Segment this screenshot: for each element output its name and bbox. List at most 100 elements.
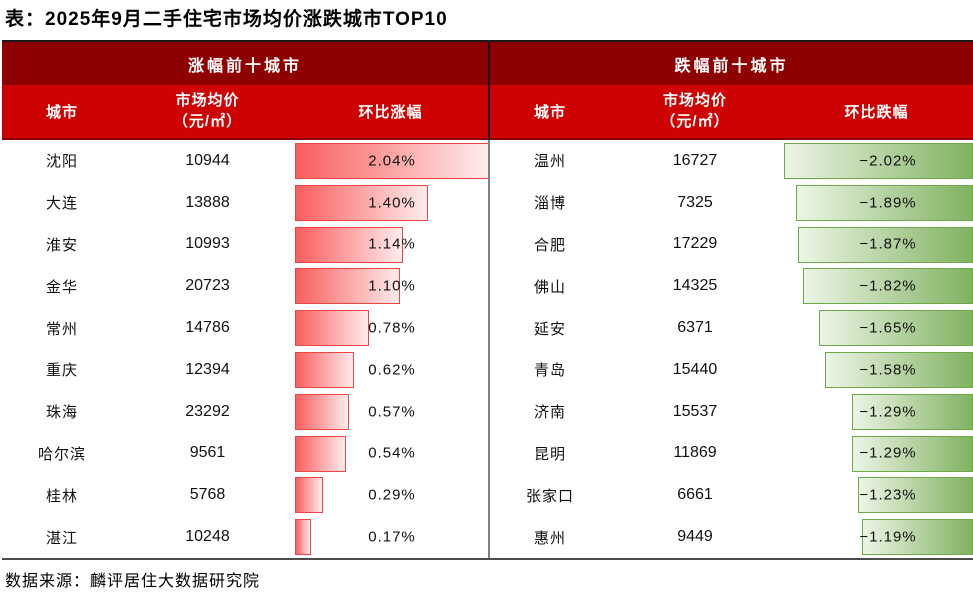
change-bar-cell: −1.82% [780,265,973,307]
price-value: 13888 [185,193,230,211]
city-name: 济南 [533,404,566,422]
change-bar [295,393,350,430]
change-bar [295,184,429,221]
column-header-city: 城市 [45,104,78,121]
city-name: 大连 [45,195,78,213]
price-value: 10248 [185,528,230,546]
change-bar [852,393,973,430]
table-bottom-border [2,558,973,560]
price-value: 9449 [677,528,713,546]
change-bar-cell: −1.89% [780,182,973,224]
header-underline [490,138,973,140]
city-name: 张家口 [525,487,574,505]
page-title: 表：2025年9月二手住宅市场均价涨跌城市TOP10 [5,9,448,30]
rise-rows: 沈阳 10944 2.04% 大连 13888 1.40% 淮安 10993 1.14% 金华 20… [2,140,489,558]
change-value: 0.78% [368,319,416,337]
change-bar [852,435,973,472]
change-bar-cell: 0.29% [293,474,488,516]
table-row: 金华 20723 1.10% [2,265,488,307]
price-value: 9561 [189,444,226,462]
change-bar [295,351,354,388]
table-row: 昆明 11869 −1.29% [490,433,973,475]
panel-divider [488,42,490,558]
price-value: 12394 [185,360,230,378]
table-row: 济南 15537 −1.29% [490,391,973,433]
price-value: 17229 [672,235,718,253]
change-value: −1.87% [859,235,917,253]
change-bar [295,519,312,556]
city-name: 青岛 [533,362,566,380]
change-bar-cell: −1.58% [780,349,973,391]
table-row: 淮安 10993 1.14% [2,224,488,266]
fall-column-header-row: 城市 市场均价 （元/㎡） 环比跌幅 [490,85,973,138]
change-value: 2.04% [368,152,416,170]
city-name: 重庆 [45,362,78,380]
change-bar [295,435,347,472]
column-header-price-line2: （元/㎡） [660,112,730,130]
change-value: −1.29% [859,444,917,462]
table-row: 珠海 23292 0.57% [2,391,488,433]
change-value: 0.29% [368,486,416,504]
table-row: 温州 16727 −2.02% [490,140,973,182]
fall-panel: 跌幅前十城市 城市 市场均价 （元/㎡） 环比跌幅 温州 16727 −2.02% 淄… [490,42,973,558]
table-row: 沈阳 10944 2.04% [2,140,489,182]
change-bar-cell: −1.29% [780,391,973,433]
change-value: −1.19% [859,528,917,546]
change-bar [295,310,370,347]
change-bar-cell: −1.19% [780,516,973,558]
city-name: 珠海 [45,404,78,422]
column-header-price-line1: 市场均价 [175,92,240,110]
price-value: 10944 [185,151,230,169]
table-row: 大连 13888 1.40% [2,182,488,224]
change-bar [784,143,973,179]
price-value: 6661 [677,486,713,504]
price-value: 6371 [677,319,713,337]
change-bar [295,143,489,179]
change-value: −1.65% [859,319,917,337]
top10-table: 涨幅前十城市 城市 市场均价 （元/㎡） 环比涨幅 沈阳 10944 2.04% 大连… [2,40,973,560]
city-name: 温州 [533,153,566,171]
change-value: 1.14% [368,235,416,253]
change-bar-cell: −1.29% [780,433,973,475]
column-header-price: 市场均价 （元/㎡） [122,85,293,138]
table-row: 桂林 5768 0.29% [2,474,488,516]
change-bar-cell: 0.62% [293,349,488,391]
rise-panel: 涨幅前十城市 城市 市场均价 （元/㎡） 环比涨幅 沈阳 10944 2.04% 大连… [2,42,489,558]
price-value: 16727 [672,151,718,169]
price-value: 20723 [185,277,230,295]
change-value: 0.57% [368,403,416,421]
table-row: 哈尔滨 9561 0.54% [2,433,488,475]
price-value: 23292 [185,402,230,420]
city-name: 沈阳 [45,153,78,171]
change-value: 1.40% [368,194,416,212]
table-row: 淄博 7325 −1.89% [490,182,973,224]
table-row: 惠州 9449 −1.19% [490,516,973,558]
city-name: 合肥 [533,236,566,254]
change-bar [295,477,323,514]
change-bar-cell: 1.40% [293,182,488,224]
change-bar-cell: 1.10% [293,265,488,307]
price-value: 14325 [672,277,718,295]
rise-column-header-row: 城市 市场均价 （元/㎡） 环比涨幅 [2,85,488,138]
column-header-change: 环比跌幅 [844,104,909,121]
table-row: 重庆 12394 0.62% [2,349,488,391]
column-header-price-line1: 市场均价 [662,92,727,110]
table-row: 合肥 17229 −1.87% [490,224,973,266]
city-name: 金华 [45,278,78,296]
change-bar-cell: 1.14% [293,224,488,266]
change-bar-cell: 0.54% [293,433,488,475]
city-name: 哈尔滨 [37,445,86,463]
change-bar [861,519,973,556]
change-bar [857,477,973,514]
rise-panel-header: 涨幅前十城市 [2,42,488,85]
city-name: 湛江 [45,529,78,547]
change-bar [295,226,404,263]
city-name: 惠州 [533,529,566,547]
fall-panel-header: 跌幅前十城市 [490,42,973,85]
table-row: 常州 14786 0.78% [2,307,488,349]
change-bar [295,268,400,305]
change-bar-cell: 0.57% [293,391,488,433]
change-value: 0.62% [368,361,416,379]
city-name: 桂林 [45,487,78,505]
price-value: 14786 [185,319,230,337]
